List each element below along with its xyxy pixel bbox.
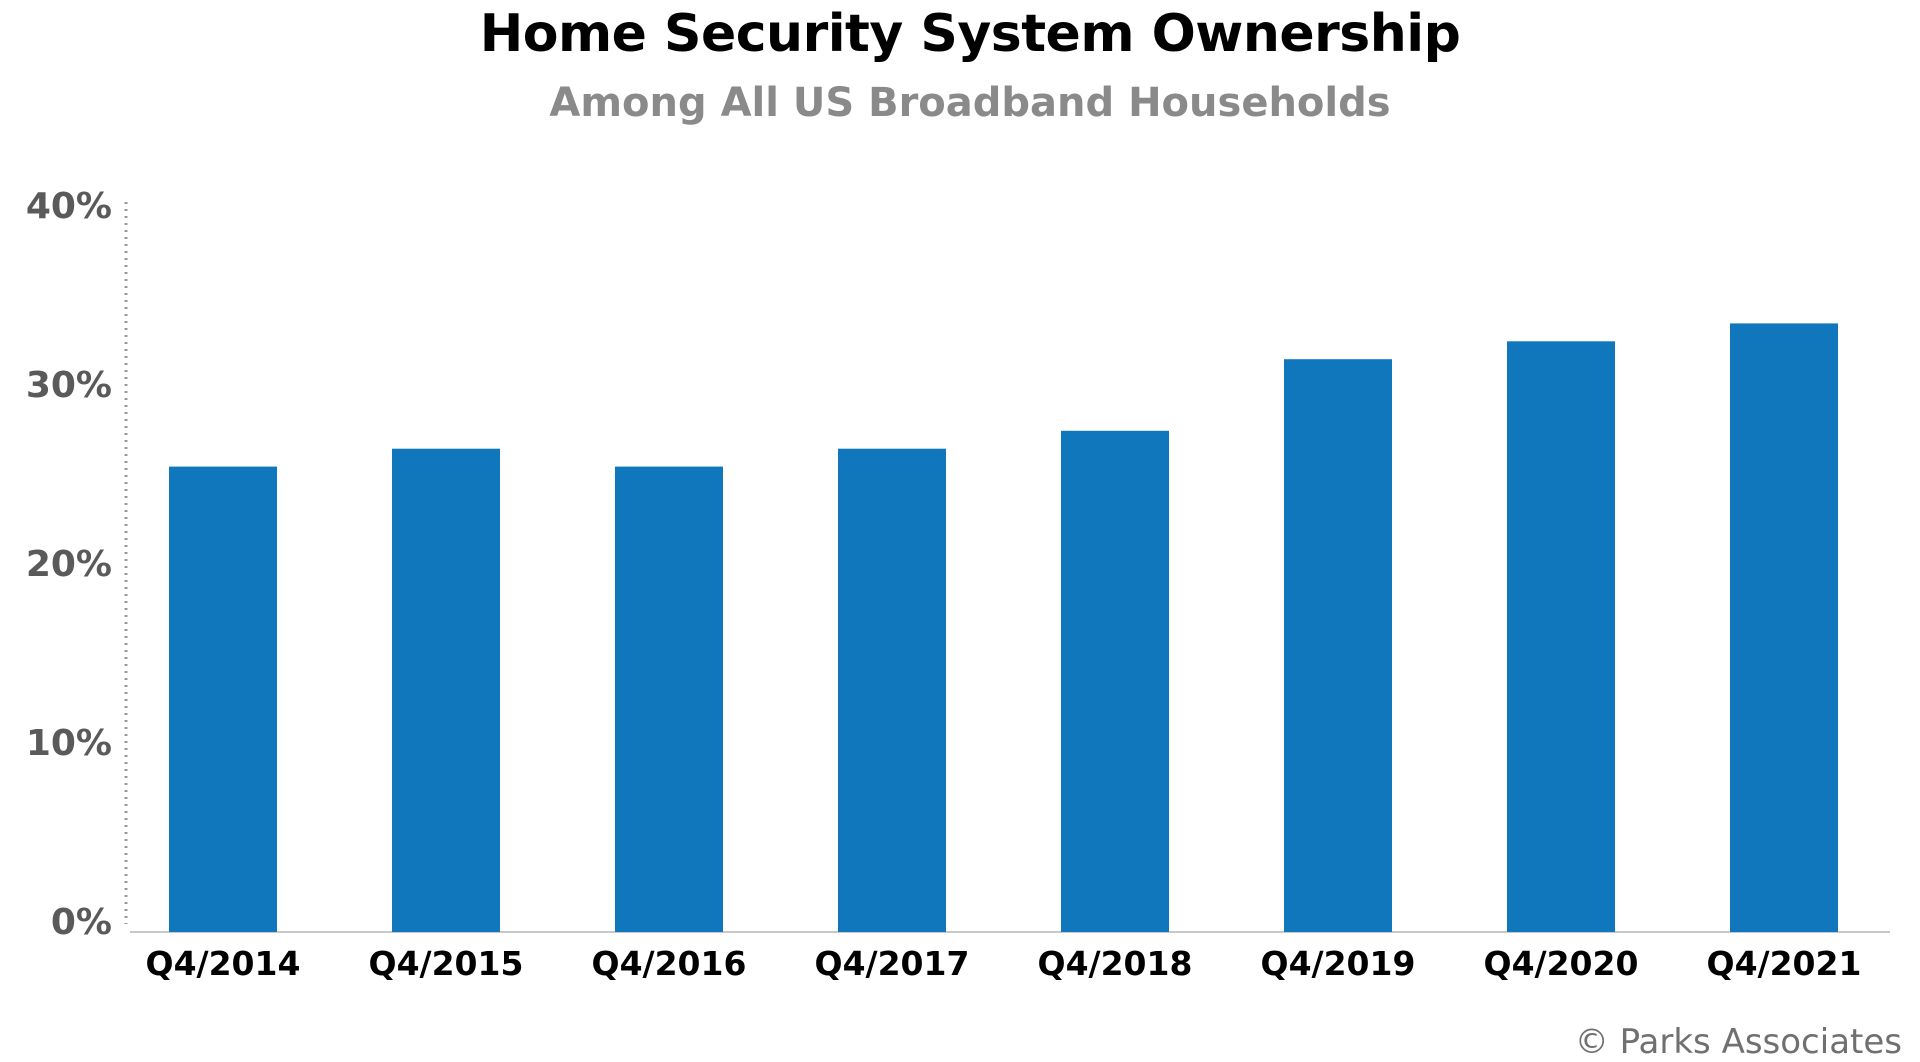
x-tick-label: Q4/2016 [592,944,747,983]
x-tick-label: Q4/2017 [815,944,970,983]
bar-Q4-2019 [1284,359,1392,932]
y-tick-label: 10% [26,723,112,764]
bar-Q4-2020 [1507,341,1615,932]
bar-Q4-2021 [1730,323,1838,932]
x-tick-label: Q4/2018 [1038,944,1193,983]
x-tick-label: Q4/2014 [146,944,301,983]
bar-Q4-2014 [169,466,277,932]
y-tick-label: 40% [26,186,112,227]
chart-subtitle: Among All US Broadband Households [549,80,1391,126]
y-tick-label: 30% [26,365,112,406]
bar-Q4-2017 [838,448,946,932]
x-tick-label: Q4/2015 [369,944,524,983]
chart-title: Home Security System Ownership [479,4,1461,64]
x-tick-label: Q4/2021 [1707,944,1862,983]
x-tick-label: Q4/2019 [1261,944,1416,983]
bar-Q4-2016 [615,466,723,932]
y-tick-label: 0% [51,902,112,943]
bar-Q4-2015 [392,448,500,932]
source-credit: © Parks Associates [1574,1022,1902,1062]
x-tick-label: Q4/2020 [1484,944,1639,983]
bar-Q4-2018 [1061,430,1169,932]
y-tick-label: 20% [26,544,112,585]
